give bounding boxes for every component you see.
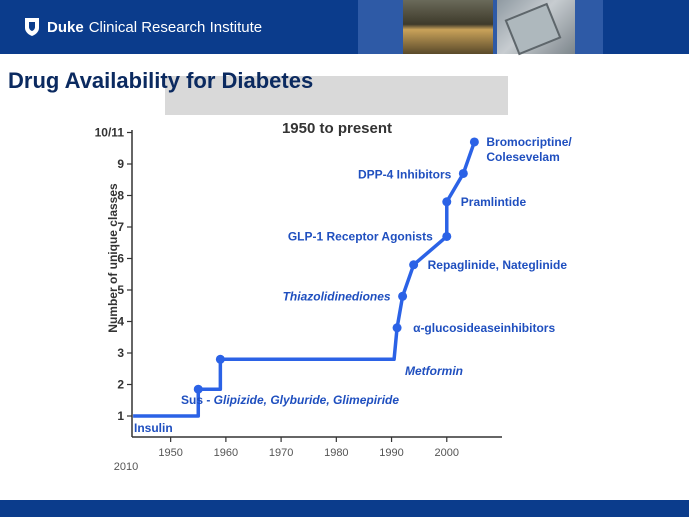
data-point xyxy=(215,354,225,364)
point-label: Thiazolidinediones xyxy=(283,289,391,303)
data-point xyxy=(398,291,408,301)
y-tick-label: 6 xyxy=(117,252,124,266)
building-photo xyxy=(403,0,493,54)
point-label: GLP-1 Receptor Agonists xyxy=(288,229,433,243)
y-tick-label: 8 xyxy=(117,189,124,203)
x-tick-label: 1950 xyxy=(158,447,182,459)
data-point xyxy=(442,231,452,241)
x-tick-label: 1970 xyxy=(269,447,293,459)
x-tick-label: 2000 xyxy=(435,447,459,459)
insulin-label: Insulin xyxy=(134,421,173,435)
metformin-label: Metformin xyxy=(405,364,463,378)
duke-logo: Duke Clinical Research Institute xyxy=(24,15,262,39)
point-label: Repaglinide, Nateglinide xyxy=(428,258,568,272)
data-point xyxy=(458,168,468,178)
y-tick-label: 5 xyxy=(117,283,124,297)
duke-shield-icon xyxy=(25,18,39,36)
point-label: Bromocriptine/ xyxy=(486,135,572,149)
sus-label: Sus - Glipizide, Glyburide, Glimepiride xyxy=(181,393,399,407)
x-tick-label: 1990 xyxy=(379,447,403,459)
point-label: Colesevelam xyxy=(486,150,559,164)
x-tick-label: 1960 xyxy=(214,447,238,459)
data-point xyxy=(392,323,402,333)
logo-institute-text: Clinical Research Institute xyxy=(88,18,263,36)
sus-drugs: Glipizide, Glyburide, Glimepiride xyxy=(214,393,400,407)
y-tick-label: 2 xyxy=(117,378,124,392)
y-axis-label: Number of unique classes xyxy=(106,183,120,333)
x-corner-label: 2010 xyxy=(114,461,138,473)
footer-bar xyxy=(0,500,689,517)
slide-title: Drug Availability for Diabetes xyxy=(8,68,314,93)
y-tick-label: 4 xyxy=(117,315,124,329)
x-tick-label: 1980 xyxy=(324,447,348,459)
y-tick-label: 3 xyxy=(117,346,124,360)
point-label: DPP-4 Inhibitors xyxy=(358,167,452,181)
data-point xyxy=(469,137,479,147)
chart-title: 1950 to present xyxy=(282,120,392,137)
point-label: α-glucosideaseinhibitors xyxy=(413,321,555,335)
y-tick-label: 9 xyxy=(117,157,124,171)
logo-duke-text: Duke xyxy=(47,18,84,36)
y-tick-label: 10/11 xyxy=(95,126,125,140)
y-tick-label: 1 xyxy=(117,409,124,423)
title-underline-bar xyxy=(165,76,508,115)
data-point xyxy=(409,260,419,270)
data-point xyxy=(193,384,203,394)
sus-prefix: Sus - xyxy=(181,393,214,407)
point-label: Pramlintide xyxy=(461,195,527,209)
data-point xyxy=(442,197,452,207)
y-tick-label: 7 xyxy=(117,220,124,234)
